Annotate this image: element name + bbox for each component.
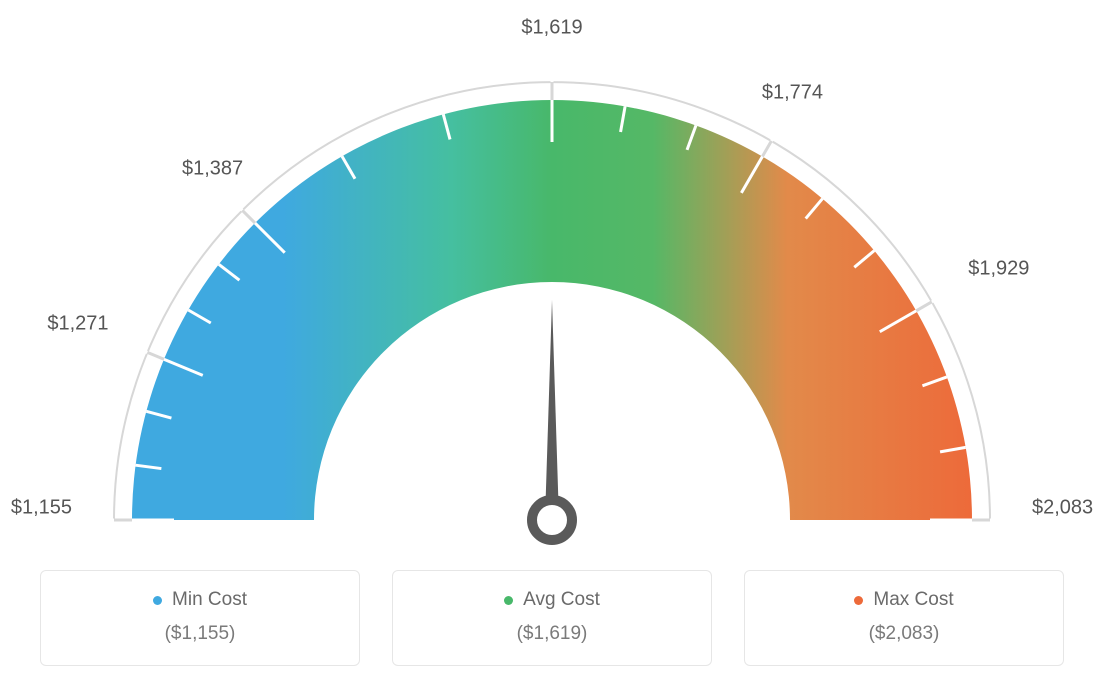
max-cost-label: Max Cost [873, 589, 953, 611]
avg-cost-label: Avg Cost [523, 589, 600, 611]
gauge-tick-label: $1,774 [762, 81, 823, 104]
gauge-svg [20, 20, 1084, 560]
card-header: Max Cost [745, 589, 1063, 611]
avg-cost-value: ($1,619) [393, 623, 711, 645]
gauge-tick-label: $1,271 [47, 313, 108, 336]
min-cost-label: Min Cost [172, 589, 247, 611]
card-header: Min Cost [41, 589, 359, 611]
max-cost-card: Max Cost ($2,083) [744, 570, 1064, 666]
dot-icon [504, 596, 513, 605]
dot-icon [854, 596, 863, 605]
min-cost-card: Min Cost ($1,155) [40, 570, 360, 666]
dot-icon [153, 596, 162, 605]
gauge-tick-label: $2,083 [1032, 497, 1093, 520]
gauge-chart: $1,155$1,271$1,387$1,619$1,774$1,929$2,0… [20, 20, 1084, 560]
cost-cards: Min Cost ($1,155) Avg Cost ($1,619) Max … [20, 570, 1084, 666]
min-cost-value: ($1,155) [41, 623, 359, 645]
gauge-tick-label: $1,929 [968, 257, 1029, 280]
card-header: Avg Cost [393, 589, 711, 611]
avg-cost-card: Avg Cost ($1,619) [392, 570, 712, 666]
max-cost-value: ($2,083) [745, 623, 1063, 645]
gauge-tick-label: $1,387 [182, 157, 243, 180]
gauge-tick-label: $1,619 [521, 17, 582, 40]
gauge-tick-label: $1,155 [11, 497, 72, 520]
